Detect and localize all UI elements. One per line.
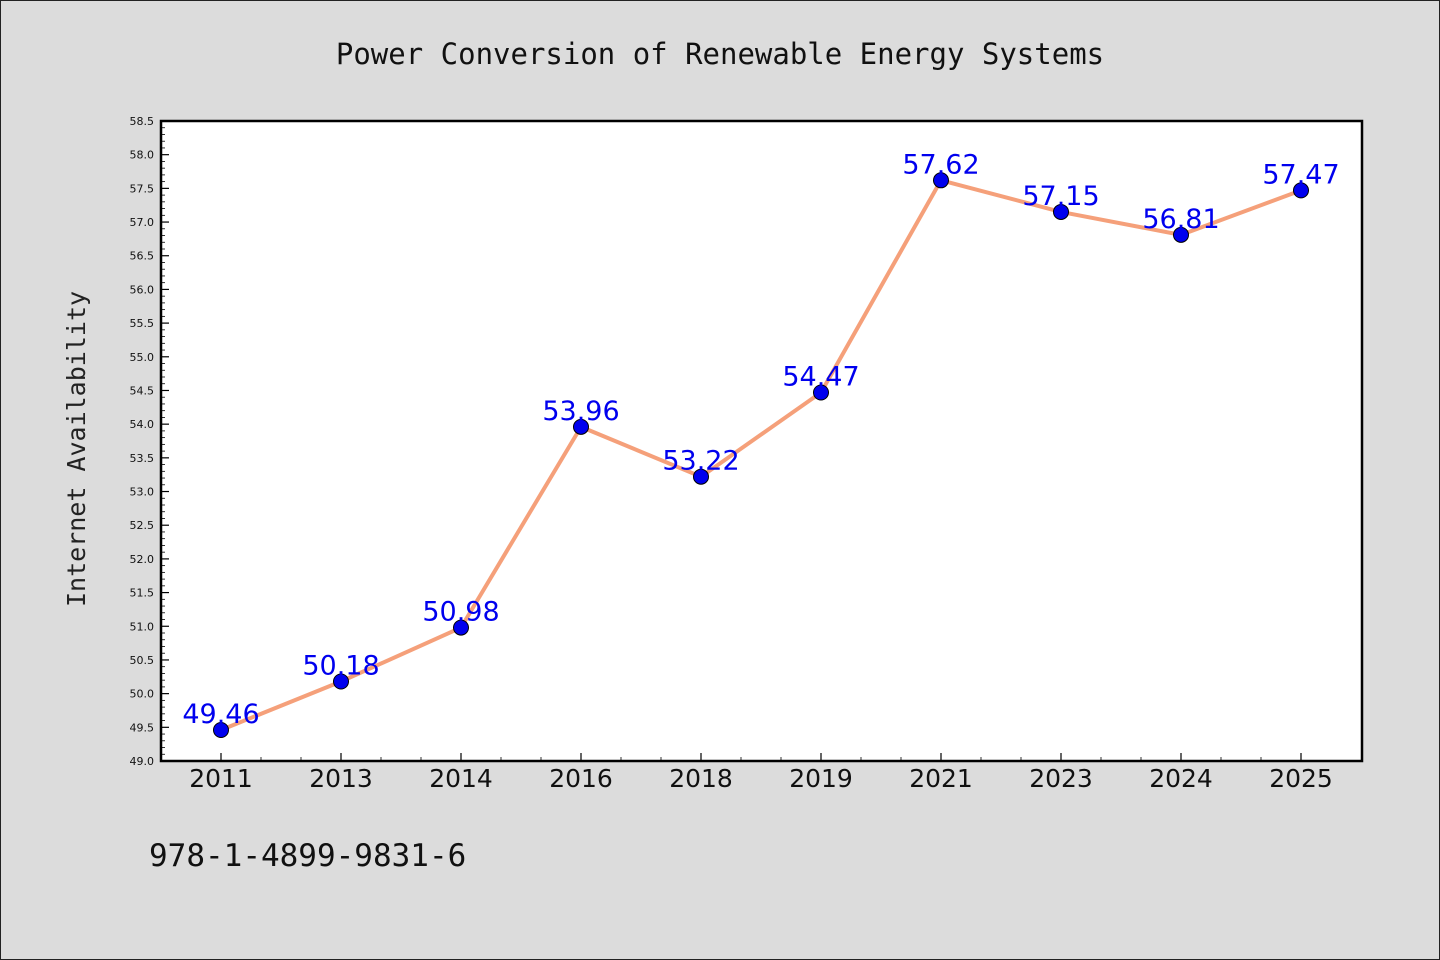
y-tick-label: 55.5	[130, 317, 155, 330]
data-label: 49.46	[182, 699, 259, 730]
data-label: 56.81	[1142, 204, 1219, 235]
data-point	[1293, 182, 1309, 199]
data-point	[333, 673, 349, 690]
y-tick-label: 57.5	[130, 182, 155, 195]
data-label: 57.47	[1262, 159, 1339, 190]
data-label: 54.47	[782, 361, 859, 392]
series-layer: 49.46 50.18 50.98 53.96 53.22 54.47 57.62 57.15…	[182, 149, 1340, 739]
y-tick-label: 50.0	[130, 688, 155, 701]
data-point	[453, 619, 469, 636]
data-label: 57.62	[902, 149, 979, 180]
y-tick-label: 53.0	[130, 486, 155, 499]
data-label: 53.96	[542, 396, 619, 427]
y-tick-label: 52.5	[130, 519, 155, 532]
data-point	[933, 172, 949, 189]
y-tick-label: 49.5	[130, 721, 155, 734]
y-tick-label: 54.5	[130, 384, 155, 397]
y-axis-label: Internet Availability	[62, 291, 91, 607]
x-tick-label: 2013	[309, 764, 373, 793]
plot-frame	[159, 119, 1364, 763]
data-point	[693, 468, 709, 485]
data-label: 50.98	[422, 597, 499, 628]
y-tick-label: 54.0	[130, 418, 155, 431]
x-tick-label: 2011	[189, 764, 253, 793]
x-tick-label: 2016	[549, 764, 613, 793]
y-tick-label: 49.0	[130, 755, 155, 768]
y-tick-label: 56.5	[130, 250, 155, 263]
data-label: 50.18	[302, 651, 379, 682]
plot-area	[161, 121, 1362, 761]
x-tick-label: 2023	[1029, 764, 1093, 793]
data-point	[573, 418, 589, 435]
x-tick-label: 2024	[1149, 764, 1213, 793]
data-point	[1173, 226, 1189, 243]
x-tick-label: 2021	[909, 764, 973, 793]
y-tick-label: 55.0	[130, 351, 155, 364]
y-tick-label: 53.5	[130, 452, 155, 465]
y-tick-label: 58.0	[130, 149, 155, 162]
y-tick-label: 58.5	[130, 115, 155, 128]
data-point	[213, 722, 229, 739]
y-tick-label: 56.0	[130, 283, 155, 296]
data-label: 53.22	[662, 446, 739, 477]
data-label: 57.15	[1022, 181, 1099, 212]
y-tick-label: 51.5	[130, 587, 155, 600]
y-tick-label: 50.5	[130, 654, 155, 667]
chart-title: Power Conversion of Renewable Energy Sys…	[336, 37, 1104, 71]
footnote-isbn: 978-1-4899-9831-6	[149, 838, 466, 874]
x-tick-label: 2018	[669, 764, 733, 793]
data-point	[1053, 203, 1069, 220]
y-tick-label: 57.0	[130, 216, 155, 229]
y-tick-label: 51.0	[130, 620, 155, 633]
y-axis-ticks: 49.0 49.5 50.0 50.5 51.0 51.5 52.0 52.5 53.0 53.5…	[130, 115, 169, 768]
y-tick-label: 52.0	[130, 553, 155, 566]
x-tick-label: 2019	[789, 764, 853, 793]
series-line	[219, 178, 1303, 733]
x-tick-label: 2014	[429, 764, 493, 793]
data-point	[813, 384, 829, 401]
x-tick-label: 2025	[1269, 764, 1333, 793]
x-axis-ticks: 2011 2013 2014 2016 2018 2019 2021 2023 2024 2025	[189, 753, 1333, 793]
